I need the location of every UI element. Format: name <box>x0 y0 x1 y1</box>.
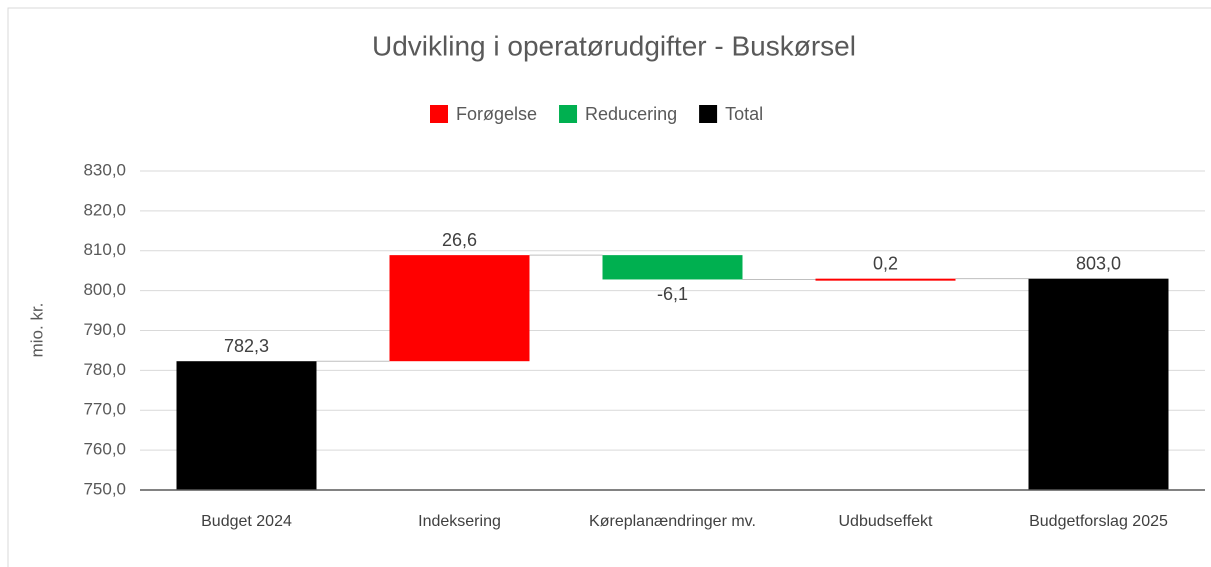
x-tick-label: Indeksering <box>418 513 501 530</box>
legend-swatch <box>430 105 448 123</box>
data-label: 26,6 <box>442 230 477 250</box>
y-tick-label: 750,0 <box>83 479 126 498</box>
bar <box>389 255 530 362</box>
y-tick-label: 800,0 <box>83 280 126 299</box>
chart-title: Udvikling i operatørudgifter - Buskørsel <box>372 30 856 61</box>
y-axis-label: mio. kr. <box>27 303 46 358</box>
x-tick-label: Køreplanændringer mv. <box>589 513 756 530</box>
y-tick-label: 780,0 <box>83 360 126 379</box>
chart-border <box>7 7 1211 567</box>
data-label: 0,2 <box>873 253 898 273</box>
legend-label: Total <box>725 104 763 124</box>
x-tick-label: Udbudseffekt <box>838 513 933 530</box>
bar <box>815 278 956 281</box>
y-tick-label: 790,0 <box>83 320 126 339</box>
y-tick-label: 770,0 <box>83 400 126 419</box>
data-label: -6,1 <box>657 284 688 304</box>
y-tick-label: 820,0 <box>83 200 126 219</box>
legend-label: Reducering <box>585 104 677 124</box>
data-label: 782,3 <box>224 336 269 356</box>
y-tick-label: 810,0 <box>83 240 126 259</box>
bar <box>176 361 317 490</box>
data-label: 803,0 <box>1076 253 1121 273</box>
legend-swatch <box>699 105 718 123</box>
legend-label: Forøgelse <box>456 104 537 124</box>
x-tick-label: Budgetforslag 2025 <box>1029 513 1168 530</box>
y-tick-label: 830,0 <box>83 160 126 179</box>
legend-swatch <box>559 105 578 123</box>
y-tick-label: 760,0 <box>83 440 126 459</box>
bar <box>602 255 743 280</box>
x-tick-label: Budget 2024 <box>201 513 292 530</box>
bar <box>1028 278 1169 490</box>
